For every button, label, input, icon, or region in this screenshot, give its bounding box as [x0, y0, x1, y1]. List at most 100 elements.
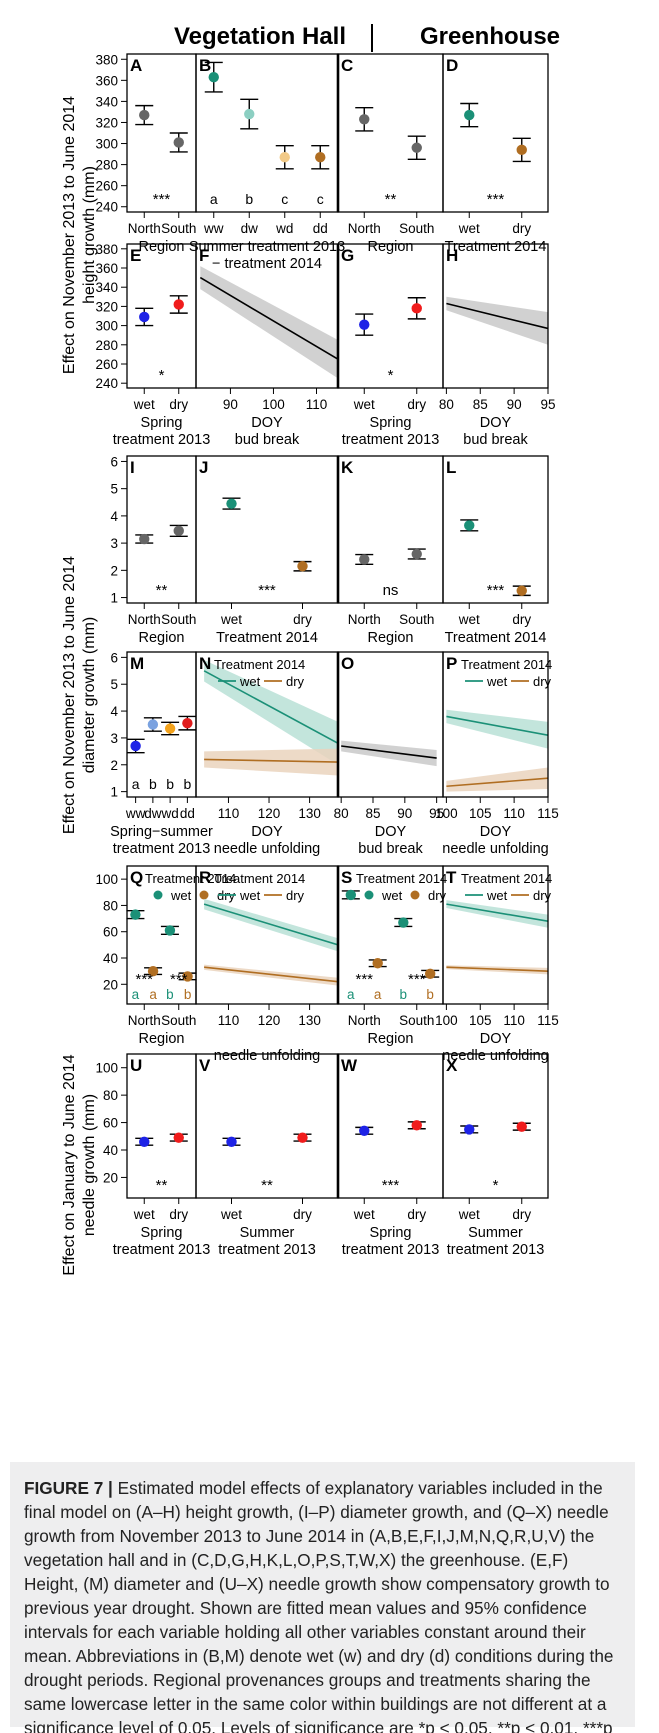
panel-m-y-tick-label-0: 1: [110, 785, 118, 800]
panel-c-letter: C: [341, 56, 353, 75]
panel-m-letter: M: [130, 654, 144, 673]
panel-i-letter: I: [130, 458, 135, 477]
panel-h-xlabel-0: DOY: [480, 415, 512, 431]
panel-q-y-tick-label-2: 60: [103, 925, 118, 940]
panel-w-significance: ***: [382, 1177, 400, 1194]
panel-q-group-letter-3: b: [184, 987, 192, 1002]
panel-q-legend-key-1: [199, 890, 209, 900]
panel-h-letter: H: [446, 246, 458, 265]
panel-e-y-tick-label-2: 280: [95, 338, 118, 353]
panel-e-significance: *: [159, 367, 165, 384]
panel-p-x-tick-label-1: 105: [469, 806, 492, 821]
panel-r-series-line-0: [203, 903, 338, 946]
panel-l-x-tick-label-0: wet: [458, 612, 480, 627]
panel-v-significance: **: [261, 1177, 273, 1194]
panel-i-x-tick-label-0: North: [128, 612, 161, 627]
panel-w-x-tick-label-0: wet: [353, 1207, 375, 1222]
panel-j-letter: J: [199, 458, 208, 477]
panel-s-frame: [337, 865, 444, 1005]
panel-m-point-1: [147, 719, 159, 730]
panel-s-xlabel-0: Region: [368, 1031, 414, 1047]
panel-q-legend-title: Treatment 2014: [145, 871, 236, 886]
panel-b-x-tick-label-3: dd: [313, 221, 328, 236]
panel-s-group-letter-2: b: [400, 987, 408, 1002]
panel-i-y-tick-label-3: 4: [110, 509, 118, 524]
panel-b-x-tick-label-2: wd: [275, 221, 293, 236]
panel-x-xlabel-0: Summer: [468, 1225, 523, 1241]
panel-g-significance: *: [388, 367, 394, 384]
panel-a-x-tick-label-0: North: [128, 221, 161, 236]
panel-t-xlabel-0: DOY: [480, 1031, 512, 1047]
panel-t-letter: T: [446, 868, 457, 887]
panel-t-x-tick-label-3: 115: [537, 1013, 559, 1028]
panel-s-legend-title: Treatment 2014: [356, 871, 447, 886]
panel-g-point-1: [411, 303, 422, 314]
panel-d-frame: [442, 53, 549, 213]
panel-q-significance-1: ***: [170, 971, 188, 988]
panel-a-y-tick-label-5: 340: [95, 94, 118, 109]
panel-m-y-tick-label-5: 6: [110, 650, 118, 665]
panel-p-legend-title: Treatment 2014: [461, 657, 552, 672]
panel-c-xlabel-0: Region: [368, 239, 414, 255]
panel-s-point-0: [345, 889, 357, 901]
figure-7: Vegetation Hall Greenhouse Effect on Nov…: [61, 23, 560, 1276]
panel-o-x-tick-label-0: 80: [334, 806, 349, 821]
panel-e: wet dry * 240 260 280 300 320 340 360 380 E Springtr…: [95, 242, 210, 448]
panel-m-y-tick-label-2: 3: [110, 731, 118, 746]
caption-text: Estimated model effects of explanatory v…: [24, 1478, 614, 1733]
panel-m-x-tick-label-3: dd: [180, 806, 195, 821]
panel-e-y-tick-label-7: 380: [95, 242, 118, 257]
panel-e-y-tick-label-5: 340: [95, 280, 118, 295]
ylabel-needle-line1: Effect on January to June 2014: [61, 1054, 78, 1275]
panel-b: ww dw wd dd a b c c B Summer treatment 2013− trea…: [189, 53, 345, 272]
panel-x-x-tick-label-1: dry: [512, 1207, 531, 1222]
panel-x-x-tick-label-0: wet: [458, 1207, 480, 1222]
panel-u-x-tick-label-1: dry: [169, 1207, 188, 1222]
panel-d-xlabel-0: Treatment 2014: [445, 239, 547, 255]
panel-q-group-letter-2: b: [166, 987, 174, 1002]
panel-e-point-0: [139, 311, 150, 323]
panel-p-confidence-band-1: [446, 767, 548, 792]
panel-a-significance: ***: [153, 191, 171, 208]
panel-n-legend-label-0: wet: [239, 674, 261, 689]
panel-p-frame: [442, 651, 549, 798]
panel-b-group-letter-1: b: [245, 191, 253, 207]
panel-a-y-tick-label-1: 260: [95, 179, 118, 194]
panel-a-point-0: [139, 109, 150, 121]
panel-p: 100 105 110 115 P Treatment 2014 wet dry DOYneed…: [435, 651, 559, 857]
panel-i-y-tick-label-4: 5: [110, 482, 118, 497]
panel-f-x-tick-label-2: 110: [306, 397, 328, 412]
panel-h-xlabel-1: bud break: [463, 432, 528, 448]
panel-t-series-line-1: [446, 966, 548, 972]
panel-c-frame: [337, 53, 444, 213]
panel-e-y-tick-label-6: 360: [95, 261, 118, 276]
panel-n-xlabel-1: needle unfolding: [214, 841, 320, 857]
panel-r-letter: R: [199, 868, 211, 887]
panel-p-series-line-1: [446, 777, 548, 788]
panel-s-legend-label-0: wet: [381, 888, 403, 903]
panel-m-x-tick-label-1: dw: [144, 806, 162, 821]
panel-f-xlabel-1: bud break: [235, 432, 300, 448]
panel-u-letter: U: [130, 1056, 142, 1075]
ylabel-height-line1: Effect on November 2013 to June 2014: [61, 96, 78, 374]
panel-t-series-line-0: [446, 903, 548, 922]
panel-m-group-letter-0: a: [132, 776, 140, 792]
panel-w-letter: W: [341, 1056, 358, 1075]
panel-j-point-1: [297, 561, 308, 572]
panel-i-y-tick-label-0: 1: [110, 591, 118, 606]
figure-caption: FIGURE 7 | Estimated model effects of ex…: [10, 1462, 635, 1733]
panel-t-confidence-band-0: [446, 900, 548, 928]
panel-c-x-tick-label-0: North: [348, 221, 381, 236]
panel-w-point-0: [359, 1125, 370, 1137]
panel-c: North South** C Region: [336, 53, 444, 255]
panel-u-y-tick-label-1: 40: [103, 1143, 118, 1158]
panel-d-letter: D: [446, 56, 458, 75]
panel-e-x-tick-label-0: wet: [133, 397, 155, 412]
panel-o-xlabel-0: DOY: [375, 824, 407, 840]
panel-a: North South *** 240 260 280 300 320 340 360 380 A Re…: [95, 52, 197, 255]
